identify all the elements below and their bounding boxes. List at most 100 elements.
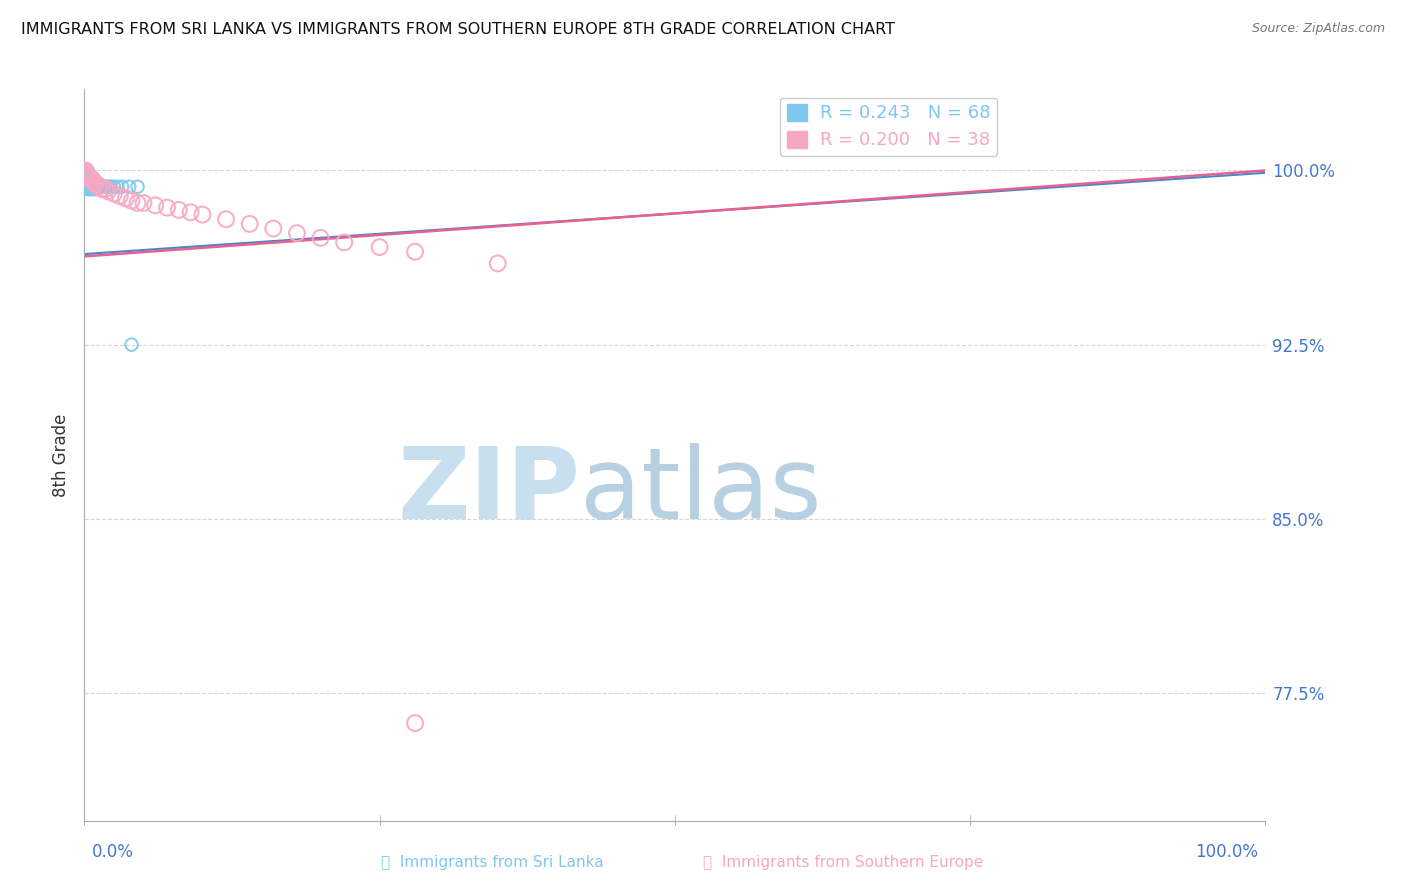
Point	[80, 173, 103, 187]
Point	[75, 170, 97, 185]
Legend: R = 0.243   N = 68, R = 0.200   N = 38: R = 0.243 N = 68, R = 0.200 N = 38	[780, 97, 997, 155]
Point	[75, 166, 97, 180]
Point	[75, 170, 97, 185]
Point	[91, 179, 114, 194]
Text: ⬜  Immigrants from Southern Europe: ⬜ Immigrants from Southern Europe	[703, 855, 984, 870]
Point	[103, 179, 125, 194]
Point	[80, 175, 103, 189]
Point	[73, 168, 96, 182]
Point	[76, 170, 98, 185]
Point	[75, 178, 97, 192]
Point	[73, 163, 96, 178]
Point	[75, 168, 97, 182]
Point	[97, 179, 120, 194]
Point	[94, 179, 117, 194]
Point	[84, 178, 107, 192]
Text: atlas: atlas	[581, 443, 823, 540]
Point	[75, 173, 97, 187]
Point	[79, 182, 101, 196]
Point	[75, 173, 97, 187]
Point	[77, 175, 100, 189]
Point	[80, 182, 103, 196]
Point	[84, 178, 107, 192]
Point	[75, 173, 97, 187]
Text: Source: ZipAtlas.com: Source: ZipAtlas.com	[1251, 22, 1385, 36]
Text: IMMIGRANTS FROM SRI LANKA VS IMMIGRANTS FROM SOUTHERN EUROPE 8TH GRADE CORRELATI: IMMIGRANTS FROM SRI LANKA VS IMMIGRANTS …	[21, 22, 896, 37]
Point	[75, 166, 97, 180]
Point	[76, 173, 98, 187]
Point	[285, 226, 308, 240]
Point	[132, 196, 155, 211]
Point	[107, 179, 129, 194]
Point	[83, 182, 105, 196]
Point	[156, 201, 179, 215]
Text: ⬜  Immigrants from Sri Lanka: ⬜ Immigrants from Sri Lanka	[381, 855, 603, 870]
Point	[167, 202, 190, 217]
Point	[114, 191, 136, 205]
Point	[83, 175, 105, 189]
Point	[87, 179, 110, 194]
Point	[76, 168, 98, 182]
Point	[76, 175, 98, 189]
Point	[262, 221, 284, 235]
Point	[333, 235, 356, 250]
Point	[77, 170, 100, 185]
Point	[84, 182, 107, 196]
Point	[77, 170, 100, 185]
Point	[75, 175, 97, 189]
Point	[91, 179, 114, 194]
Point	[73, 163, 96, 178]
Point	[91, 182, 114, 196]
Point	[239, 217, 262, 231]
Text: ZIP: ZIP	[398, 443, 581, 540]
Point	[404, 244, 426, 259]
Point	[83, 175, 105, 189]
Point	[73, 166, 96, 180]
Point	[86, 178, 108, 192]
Point	[82, 173, 104, 187]
Point	[76, 170, 98, 185]
Point	[76, 173, 98, 187]
Point	[76, 179, 98, 194]
Point	[77, 175, 100, 189]
Text: 100.0%: 100.0%	[1195, 843, 1258, 861]
Point	[75, 166, 97, 180]
Point	[75, 163, 97, 178]
Point	[84, 175, 107, 189]
Point	[75, 170, 97, 185]
Point	[111, 179, 134, 194]
Point	[75, 163, 97, 178]
Point	[79, 175, 101, 189]
Point	[98, 179, 121, 194]
Point	[121, 337, 143, 351]
Point	[97, 185, 120, 199]
Point	[75, 168, 97, 182]
Point	[180, 205, 202, 219]
Point	[75, 175, 97, 189]
Point	[75, 170, 97, 185]
Point	[77, 173, 100, 187]
Point	[73, 163, 96, 178]
Y-axis label: 8th Grade: 8th Grade	[52, 413, 70, 497]
Point	[94, 182, 117, 196]
Point	[75, 168, 97, 182]
Point	[76, 173, 98, 187]
Point	[79, 173, 101, 187]
Point	[89, 178, 111, 192]
Point	[77, 182, 100, 196]
Point	[404, 716, 426, 731]
Point	[127, 179, 149, 194]
Text: 0.0%: 0.0%	[91, 843, 134, 861]
Point	[77, 168, 100, 182]
Point	[75, 170, 97, 185]
Point	[76, 166, 98, 180]
Point	[75, 173, 97, 187]
Point	[121, 194, 143, 208]
Point	[75, 166, 97, 180]
Point	[215, 212, 238, 227]
Point	[75, 173, 97, 187]
Point	[73, 166, 96, 180]
Point	[77, 173, 100, 187]
Point	[77, 182, 100, 196]
Point	[75, 170, 97, 185]
